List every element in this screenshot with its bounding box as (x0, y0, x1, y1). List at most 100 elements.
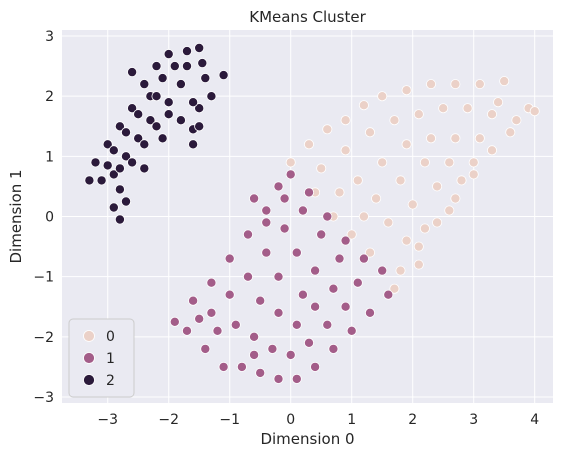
scatter-point (194, 121, 205, 132)
legend-marker-2 (83, 374, 95, 386)
y-tick-label: −3 (33, 390, 54, 406)
scatter-point (291, 247, 302, 258)
scatter-point (194, 313, 205, 324)
y-tick-label: 0 (45, 210, 54, 226)
scatter-point (114, 121, 125, 132)
scatter-point (218, 361, 229, 372)
scatter-point (151, 61, 162, 72)
scatter-point (419, 223, 430, 234)
scatter-point (419, 157, 430, 168)
scatter-point (188, 139, 199, 150)
scatter-point (316, 163, 327, 174)
scatter-point (236, 361, 247, 372)
scatter-point (285, 157, 296, 168)
scatter-point (529, 106, 540, 117)
legend-label-0: 0 (106, 329, 115, 345)
scatter-point (108, 202, 119, 213)
scatter-points (84, 43, 540, 384)
scatter-point (401, 139, 412, 150)
scatter-point (273, 373, 284, 384)
scatter-point (328, 343, 339, 354)
scatter-point (401, 235, 412, 246)
scatter-point (181, 46, 192, 57)
scatter-point (346, 229, 357, 240)
scatter-point (133, 109, 144, 120)
scatter-point (139, 163, 150, 174)
scatter-point (139, 79, 150, 90)
scatter-point (127, 103, 138, 114)
scatter-point (151, 121, 162, 132)
scatter-point (303, 187, 314, 198)
scatter-point (346, 325, 357, 336)
scatter-point (175, 115, 186, 126)
scatter-point (499, 76, 510, 87)
scatter-point (468, 169, 479, 180)
scatter-point (212, 325, 223, 336)
scatter-point (273, 181, 284, 192)
scatter-point (181, 61, 192, 72)
scatter-point (310, 301, 321, 312)
scatter-point (114, 184, 125, 195)
scatter-point (133, 133, 144, 144)
scatter-point (188, 295, 199, 306)
legend-label-2: 2 (106, 373, 115, 389)
tick-labels: −3 −2 −1 0 1 2 3 4 −3 −2 −1 0 1 2 3 (33, 29, 539, 428)
scatter-point (261, 247, 272, 258)
scatter-point (407, 199, 418, 210)
scatter-point (108, 145, 119, 156)
scatter-point (200, 73, 211, 84)
scatter-point (358, 100, 369, 111)
scatter-point (121, 127, 132, 138)
scatter-point (474, 79, 485, 90)
scatter-point (322, 319, 333, 330)
scatter-point (511, 115, 522, 126)
legend-marker-0 (83, 330, 95, 342)
y-axis-title: Dimension 1 (7, 169, 25, 263)
scatter-point (486, 109, 497, 120)
scatter-point (425, 133, 436, 144)
scatter-point (468, 157, 479, 168)
scatter-point (364, 307, 375, 318)
scatter-point (371, 193, 382, 204)
scatter-point (334, 187, 345, 198)
chart-title: KMeans Cluster (249, 8, 366, 26)
scatter-point (127, 67, 138, 78)
scatter-point (389, 283, 400, 294)
scatter-point (285, 169, 296, 180)
scatter-point (194, 43, 205, 54)
scatter-point (90, 157, 101, 168)
y-tick-label: 1 (45, 149, 54, 165)
scatter-point (340, 115, 351, 126)
scatter-point (267, 343, 278, 354)
legend: 0 1 2 (68, 318, 135, 398)
scatter-point (163, 97, 174, 108)
scatter-point (303, 337, 314, 348)
scatter-point (322, 211, 333, 222)
legend-box (68, 318, 135, 398)
scatter-point (316, 229, 327, 240)
legend-label-1: 1 (106, 351, 115, 367)
scatter-point (438, 103, 449, 114)
scatter-point (456, 175, 467, 186)
scatter-point (242, 271, 253, 282)
scatter-point (200, 343, 211, 354)
scatter-point (188, 97, 199, 108)
scatter-point (139, 139, 150, 150)
scatter-point (322, 124, 333, 135)
scatter-point (96, 175, 107, 186)
scatter-point (297, 205, 308, 216)
series-2 (84, 43, 229, 225)
scatter-point (121, 151, 132, 162)
scatter-point (389, 115, 400, 126)
y-tick-label: 3 (45, 29, 54, 45)
scatter-point (102, 160, 113, 171)
scatter-point (127, 157, 138, 168)
x-tick-label: 2 (408, 412, 417, 428)
scatter-point (255, 367, 266, 378)
scatter-point (157, 133, 168, 144)
scatter-point (181, 325, 192, 336)
x-tick-label: 4 (530, 412, 539, 428)
scatter-point (224, 289, 235, 300)
x-axis-title: Dimension 0 (260, 430, 354, 448)
scatter-point (102, 139, 113, 150)
